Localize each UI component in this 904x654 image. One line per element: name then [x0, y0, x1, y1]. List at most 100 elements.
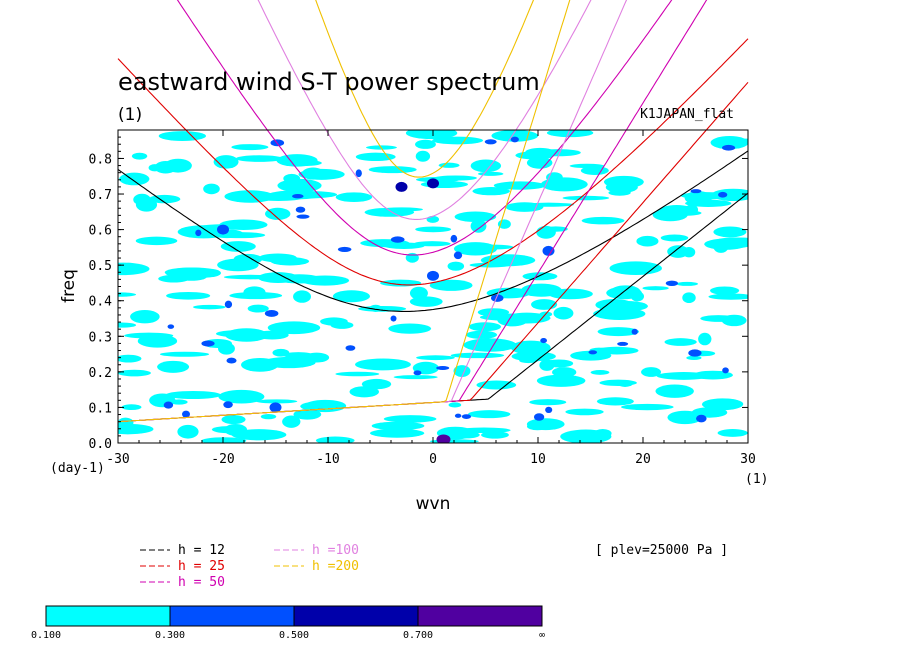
contour-patch	[262, 356, 316, 369]
contour-patch-mid	[722, 367, 729, 374]
contour-patch	[131, 152, 148, 160]
y-tick-label: 0.5	[89, 259, 112, 274]
contour-patch-mid	[295, 206, 306, 213]
contour-patch	[256, 196, 302, 201]
contour-patch	[652, 208, 688, 222]
contour-patch	[256, 399, 298, 404]
contour-patch	[158, 131, 207, 141]
contour-patch	[213, 155, 239, 169]
contour-patch	[698, 332, 712, 346]
contour-patch	[405, 130, 458, 140]
contour-patch-mid	[461, 414, 472, 419]
contour-patch	[480, 254, 536, 267]
contour-patch	[710, 136, 748, 150]
contour-patch	[721, 314, 747, 327]
contour-patch	[552, 367, 577, 378]
contour-patch-mid	[413, 370, 422, 376]
contour-patch-mid	[540, 337, 548, 344]
contour-patch	[468, 322, 501, 332]
colorbar: 0.100 0.300 0.500 0.700 ∞	[31, 605, 545, 641]
contour-patch	[476, 380, 517, 390]
contour-patch	[231, 144, 269, 151]
contour-patch-mid	[718, 191, 728, 198]
contour-patch	[220, 241, 256, 252]
contour-patch	[710, 286, 740, 295]
contour-patch-mid	[264, 310, 279, 317]
axes: -30 -20 -10 0 10 20 30 0.0 0.1 0.2 0.3 0.4 0.5 0.6 0.7…	[89, 130, 756, 467]
contour-patch	[243, 286, 266, 299]
contour-patch	[450, 352, 505, 359]
contour-patch	[355, 358, 411, 371]
contour-patch	[335, 371, 380, 377]
contour-patch	[383, 415, 437, 423]
y-tick-label: 0.6	[89, 224, 112, 239]
contour-patch	[231, 429, 287, 441]
contour-patch	[267, 321, 321, 335]
contour-patch-mid	[355, 169, 362, 178]
contour-patch	[235, 155, 283, 162]
contour-patch-mid	[167, 324, 175, 329]
contour-patch-mid	[450, 234, 458, 243]
contour-patch	[477, 308, 510, 317]
contour-patch	[691, 407, 728, 418]
contour-patch	[370, 428, 425, 438]
contour-patch	[166, 291, 211, 300]
contour-patch-mid	[617, 341, 629, 346]
y-tick-label: 0.2	[89, 366, 112, 381]
contour-patch	[685, 199, 732, 207]
contour-patch	[300, 275, 350, 286]
contour-patch	[415, 139, 436, 149]
contour-patch	[154, 161, 177, 174]
contour-patch	[447, 261, 465, 271]
contour-patch	[233, 253, 263, 265]
contour-patch	[416, 355, 455, 361]
contour-patch	[565, 408, 604, 416]
contour-patch-mid	[390, 236, 405, 243]
colorbar-cell	[293, 605, 419, 627]
contour-patch	[215, 232, 266, 239]
contour-patch-mid	[182, 410, 190, 418]
contour-patch-mid	[631, 328, 638, 335]
contour-patch	[453, 431, 480, 439]
y-tick-label: 0.4	[89, 295, 113, 310]
contour-patch	[177, 424, 199, 439]
contour-patch	[682, 292, 696, 304]
contour-patch-mid	[292, 194, 304, 199]
contour-patch-mid	[337, 246, 352, 252]
y-tick-label: 0.3	[89, 330, 112, 345]
contour-patch	[201, 437, 247, 443]
contour-patch	[453, 242, 498, 256]
contour-patch	[655, 384, 694, 398]
chart-title: eastward wind S-T power spectrum	[118, 68, 540, 96]
contour-patch	[247, 304, 269, 313]
contour-patch	[332, 290, 371, 303]
x-tick-label: -30	[106, 452, 129, 467]
contour-patch	[580, 166, 609, 175]
contour-patch	[630, 291, 645, 302]
contour-patch	[225, 328, 268, 342]
contour-patch	[223, 274, 277, 280]
contour-patch	[335, 192, 373, 202]
contour-patch	[454, 211, 497, 223]
contour-patch	[581, 216, 625, 225]
power-contours	[118, 130, 748, 443]
contour-patch	[701, 398, 743, 411]
colorbar-cell	[45, 605, 171, 627]
contour-patch	[165, 390, 222, 400]
contour-patch	[438, 162, 460, 168]
colorbar-label: ∞	[539, 630, 545, 641]
contour-patch	[121, 404, 142, 411]
contour-peak	[542, 245, 555, 256]
contour-patch	[531, 299, 558, 310]
dispersion-curves	[117, 0, 749, 423]
legend-label: h = 12	[178, 543, 225, 558]
contour-patch	[304, 352, 330, 363]
contour-patch	[642, 286, 669, 291]
contour-patch	[368, 166, 417, 174]
contour-patch-mid	[721, 144, 736, 151]
contour-patch	[569, 163, 605, 169]
contour-patch	[470, 219, 487, 233]
contour-patch	[282, 415, 301, 428]
contour-patch	[686, 355, 702, 361]
